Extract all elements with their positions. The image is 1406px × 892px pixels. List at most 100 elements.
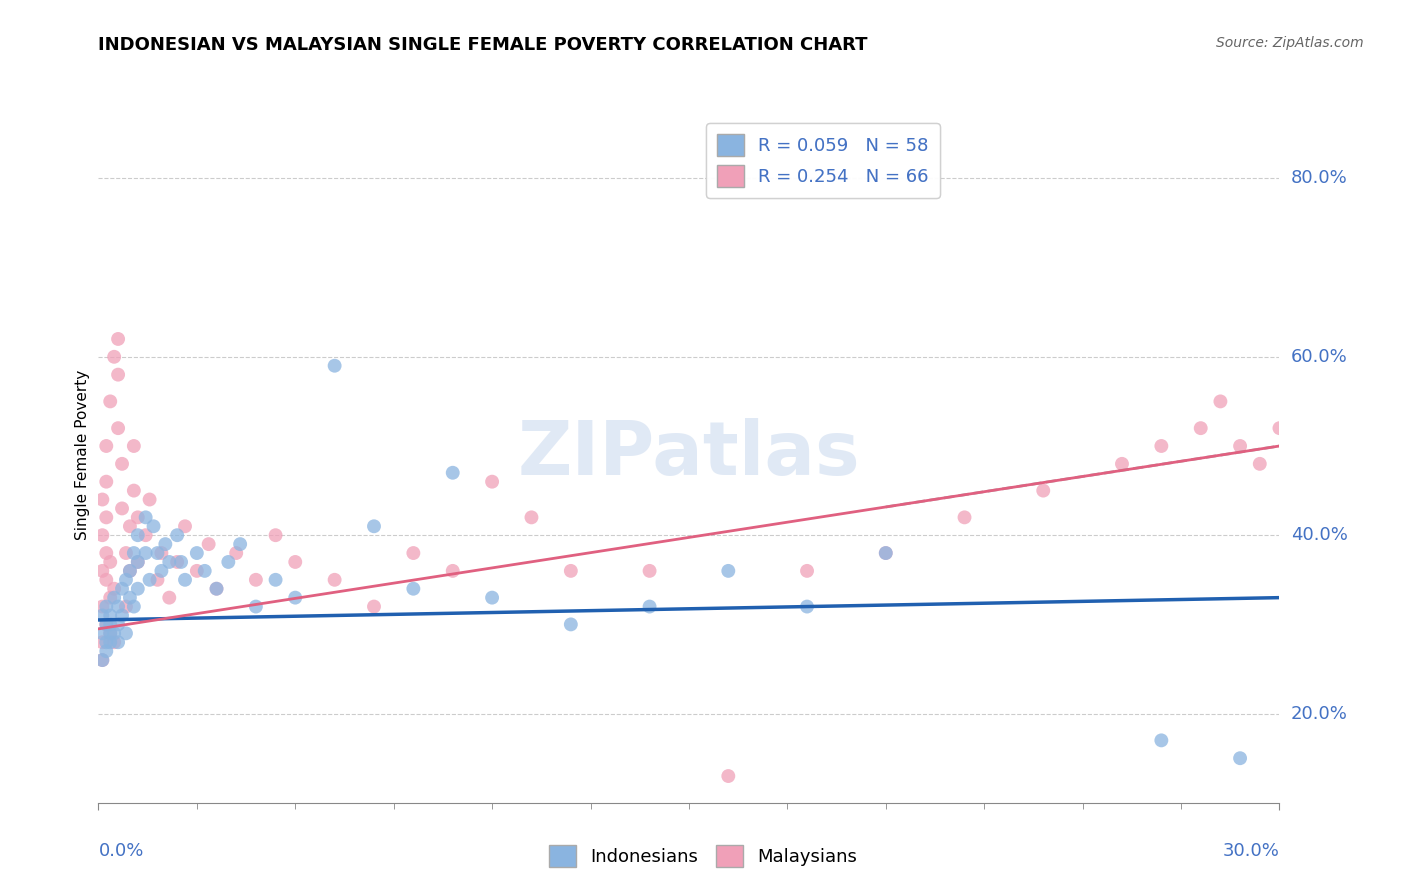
Point [284,555,307,569]
Point [225,546,247,560]
Point [142,519,165,533]
Point [1150,439,1173,453]
Point [91,528,114,542]
Point [91,635,114,649]
Legend: Indonesians, Malaysians: Indonesians, Malaysians [541,838,865,874]
Point [186,546,208,560]
Point [1229,439,1251,453]
Point [91,492,114,507]
Point [150,564,173,578]
Point [402,582,425,596]
Text: 20.0%: 20.0% [1291,705,1347,723]
Point [91,599,114,614]
Point [155,537,177,551]
Point [146,573,169,587]
Point [103,350,125,364]
Point [229,537,252,551]
Point [166,528,188,542]
Point [91,653,114,667]
Point [1111,457,1133,471]
Point [796,599,818,614]
Point [98,608,121,623]
Point [96,439,118,453]
Point [96,510,118,524]
Point [194,564,217,578]
Point [875,546,897,560]
Point [638,564,661,578]
Point [91,564,114,578]
Point [96,635,118,649]
Point [441,564,464,578]
Point [284,591,307,605]
Legend: R = 0.059   N = 58, R = 0.254   N = 66: R = 0.059 N = 58, R = 0.254 N = 66 [706,123,939,198]
Point [91,608,114,623]
Point [122,483,145,498]
Point [91,653,114,667]
Point [96,617,118,632]
Point [1249,457,1271,471]
Point [115,573,138,587]
Text: 30.0%: 30.0% [1223,842,1279,860]
Point [1189,421,1212,435]
Point [1209,394,1232,409]
Point [103,591,125,605]
Point [98,626,121,640]
Point [197,537,219,551]
Point [115,599,138,614]
Point [217,555,239,569]
Point [118,591,141,605]
Point [96,644,118,658]
Point [111,582,134,596]
Point [107,617,129,632]
Point [875,546,897,560]
Point [205,582,228,596]
Point [186,564,208,578]
Point [205,582,228,596]
Point [481,475,503,489]
Point [107,421,129,435]
Point [127,528,149,542]
Point [107,635,129,649]
Point [96,546,118,560]
Point [135,546,157,560]
Point [107,368,129,382]
Point [127,555,149,569]
Point [118,564,141,578]
Point [245,599,267,614]
Point [122,546,145,560]
Text: 80.0%: 80.0% [1291,169,1347,187]
Point [717,564,740,578]
Point [111,608,134,623]
Point [96,617,118,632]
Point [122,599,145,614]
Point [150,546,173,560]
Point [103,582,125,596]
Point [245,573,267,587]
Point [174,573,197,587]
Point [107,332,129,346]
Point [363,519,385,533]
Point [96,475,118,489]
Point [127,555,149,569]
Point [717,769,740,783]
Point [363,599,385,614]
Point [170,555,193,569]
Point [98,617,121,632]
Point [1032,483,1054,498]
Point [560,617,582,632]
Point [103,626,125,640]
Point [441,466,464,480]
Point [520,510,543,524]
Point [1229,751,1251,765]
Point [118,519,141,533]
Point [111,457,134,471]
Point [115,546,138,560]
Point [953,510,976,524]
Point [323,573,346,587]
Point [135,528,157,542]
Point [146,546,169,560]
Point [157,591,180,605]
Text: INDONESIAN VS MALAYSIAN SINGLE FEMALE POVERTY CORRELATION CHART: INDONESIAN VS MALAYSIAN SINGLE FEMALE PO… [98,36,868,54]
Point [98,555,121,569]
Point [166,555,188,569]
